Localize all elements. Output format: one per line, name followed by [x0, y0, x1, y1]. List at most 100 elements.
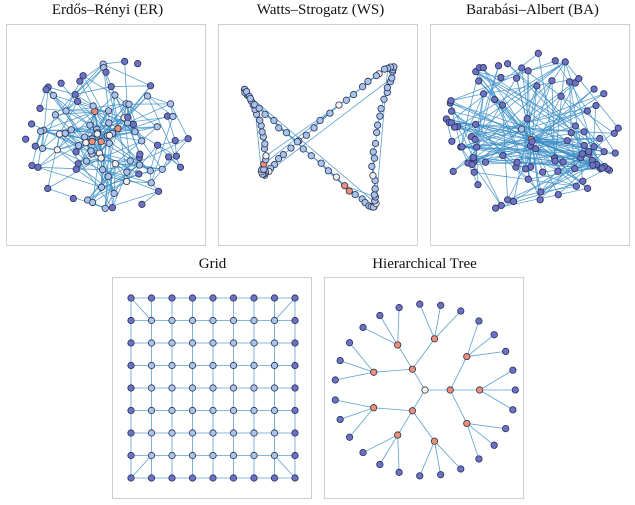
network-edge: [569, 81, 572, 133]
network-edge: [531, 139, 589, 152]
network-node: [147, 474, 156, 482]
network-node: [470, 168, 478, 176]
network-node: [229, 406, 238, 415]
network-node: [255, 104, 263, 112]
network-node: [449, 167, 457, 175]
network-node: [209, 384, 217, 392]
network-node: [592, 101, 600, 110]
network-edge: [149, 145, 158, 171]
network-node: [44, 184, 52, 193]
network-edge: [467, 78, 580, 164]
network-edge: [373, 407, 413, 412]
network-edge: [471, 61, 566, 137]
nodes: [331, 300, 519, 480]
network-node: [188, 294, 197, 302]
network-edge: [102, 169, 152, 184]
network-node: [598, 164, 606, 172]
network-node: [480, 90, 488, 98]
network-node: [168, 316, 176, 325]
network-node: [136, 150, 144, 158]
network-node: [345, 433, 354, 441]
network-node: [468, 160, 476, 169]
network-edge: [460, 93, 485, 148]
network-edge: [111, 85, 151, 87]
network-edge: [102, 164, 140, 171]
network-node: [331, 396, 339, 404]
network-edge: [108, 138, 189, 177]
network-node: [101, 204, 109, 212]
network-node: [494, 62, 503, 70]
network-node: [138, 200, 146, 208]
network-edge: [397, 344, 413, 370]
network-node: [416, 300, 424, 308]
network-node: [291, 361, 299, 370]
network-node: [394, 431, 402, 439]
network-node: [258, 128, 266, 136]
network-edge: [126, 181, 152, 184]
panel-title-ws: Watts–Strogatz (WS): [256, 2, 385, 18]
network-node: [61, 129, 69, 137]
network-edge: [454, 126, 532, 140]
network-node: [394, 341, 402, 349]
network-edge: [537, 53, 559, 172]
network-node: [111, 160, 119, 168]
network-node: [279, 151, 287, 159]
network-edge: [268, 77, 393, 172]
network-edge: [412, 389, 426, 411]
network-node: [31, 142, 39, 150]
network-node: [551, 157, 559, 165]
network-node: [51, 111, 59, 119]
network-node: [136, 161, 144, 169]
panel-title-ba: Barabási–Albert (BA): [466, 2, 599, 18]
network-node: [341, 182, 349, 190]
network-node: [291, 294, 299, 302]
network-node: [291, 316, 299, 325]
network-er: [22, 57, 192, 212]
network-edge: [59, 101, 78, 135]
network-node: [583, 107, 591, 115]
network-edge: [434, 310, 462, 340]
network-node: [383, 84, 391, 92]
network-edge: [507, 63, 605, 153]
network-node: [270, 429, 279, 437]
network-node: [372, 72, 380, 80]
network-node: [73, 97, 82, 105]
network-edge: [476, 139, 532, 148]
network-edge: [87, 181, 127, 201]
network-node: [87, 147, 95, 155]
network-node: [510, 197, 518, 206]
network-edge: [460, 146, 502, 206]
network-edge: [340, 407, 374, 420]
network-node: [176, 163, 185, 171]
network-node: [596, 134, 604, 143]
network-node: [457, 465, 465, 473]
network-edge: [94, 111, 119, 129]
network-node: [548, 77, 556, 85]
network-edge: [126, 157, 140, 182]
network-node: [146, 82, 155, 90]
network-node: [539, 168, 547, 176]
network-node: [502, 424, 510, 433]
network-node: [370, 191, 378, 199]
network-node: [168, 451, 176, 460]
network-node: [437, 471, 445, 479]
network-node: [123, 168, 131, 176]
network-node: [370, 368, 378, 376]
network-node: [270, 361, 279, 370]
network-node: [416, 472, 424, 480]
network-edge: [130, 297, 152, 321]
network-edge: [479, 389, 514, 411]
network-node: [579, 177, 587, 185]
network-node: [342, 96, 350, 104]
network-edge: [513, 85, 538, 202]
network-node: [98, 166, 107, 174]
network-node: [76, 77, 84, 85]
network-node: [512, 74, 521, 82]
network-node: [270, 116, 278, 125]
network-node: [147, 339, 156, 347]
network-node: [127, 429, 135, 437]
network-node: [256, 116, 264, 124]
network-node: [147, 294, 156, 302]
network-node: [600, 148, 608, 156]
network-node: [457, 307, 465, 315]
